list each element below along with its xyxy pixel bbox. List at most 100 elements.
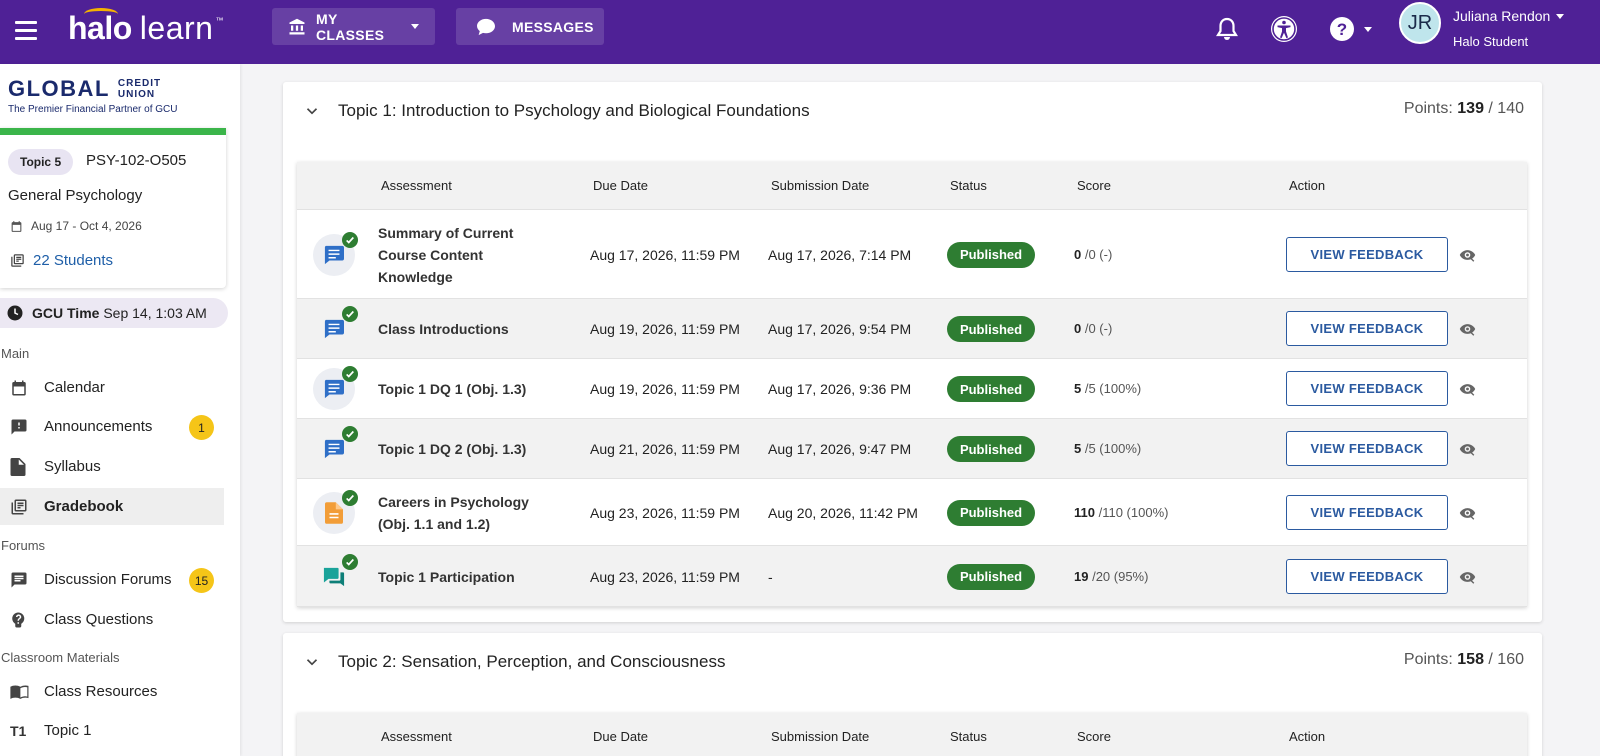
score-detail: /0 (-) (1081, 246, 1113, 262)
sidebar-item-syllabus[interactable]: Syllabus (0, 448, 224, 485)
chevron-down-icon[interactable] (1556, 14, 1564, 19)
announcement-icon (10, 418, 44, 436)
points-earned: 139 (1457, 100, 1484, 117)
assessment-name[interactable]: Summary of Current Course Content Knowle… (378, 224, 514, 285)
sidebar-item-class-resources[interactable]: Class Resources (0, 673, 224, 710)
score-earned: 19 (1074, 568, 1089, 584)
logo-swoosh (84, 8, 118, 20)
sidebar: GLOBAL CREDIT UNION The Premier Financia… (0, 64, 240, 756)
sidebar-item-discussion-forums[interactable]: Discussion Forums 15 (0, 561, 224, 598)
sidebar-item-label: Gradebook (44, 498, 124, 515)
topic-2-table: Assessment Due Date Submission Date Stat… (297, 713, 1527, 756)
user-role: Halo Student (1453, 34, 1529, 49)
chevron-down-icon (1364, 26, 1372, 32)
view-feedback-button[interactable]: VIEW FEEDBACK (1286, 431, 1448, 466)
sidebar-item-topic-1[interactable]: T1 Topic 1 (0, 712, 224, 749)
halo-learn-logo[interactable]: halo learn ™ (68, 8, 223, 46)
sidebar-item-class-questions[interactable]: Class Questions (0, 601, 224, 638)
view-feedback-button[interactable]: VIEW FEEDBACK (1286, 371, 1448, 406)
gradebook-icon (10, 498, 44, 516)
assessment-name[interactable]: Careers in Psychology (Obj. 1.1 and 1.2) (378, 493, 529, 532)
sidebar-item-label: Class Questions (44, 611, 154, 628)
topic-2-points: Points: 158 / 160 (1404, 651, 1524, 669)
topic-2-panel: Topic 2: Sensation, Perception, and Cons… (283, 633, 1542, 756)
sidebar-item-announcements[interactable]: Announcements 1 (0, 408, 224, 445)
chat-icon (313, 306, 358, 350)
col-score: Score (1077, 178, 1111, 193)
avatar[interactable]: JR (1399, 2, 1441, 44)
sponsor-tagline: The Premier Financial Partner of GCU (8, 104, 178, 115)
view-feedback-button[interactable]: VIEW FEEDBACK (1286, 558, 1448, 594)
accessibility-icon[interactable] (1269, 14, 1299, 44)
course-code: PSY-102-O505 (86, 152, 187, 169)
preview-eye-icon[interactable] (1459, 322, 1476, 341)
view-feedback-button[interactable]: VIEW FEEDBACK (1286, 236, 1448, 272)
students-link[interactable]: 22 Students (10, 252, 113, 269)
topic-2-title: Topic 2: Sensation, Perception, and Cons… (338, 652, 726, 671)
my-classes-button[interactable]: MY CLASSES (272, 8, 435, 45)
chat-icon (313, 231, 358, 276)
user-name[interactable]: Juliana Rendon (1453, 8, 1551, 24)
view-feedback-button[interactable]: VIEW FEEDBACK (1286, 311, 1448, 346)
sidebar-item-label: Calendar (44, 379, 105, 396)
assessment-name[interactable]: Class Introductions (378, 321, 509, 337)
course-name: General Psychology (8, 187, 143, 204)
score-detail: /110 (100%) (1094, 504, 1169, 520)
score: 19 /20 (95%) (1074, 569, 1148, 584)
status-badge: Published (947, 499, 1035, 526)
course-card: Topic 5 PSY-102-O505 General Psychology … (0, 128, 226, 288)
topic-1-header[interactable]: Topic 1: Introduction to Psychology and … (283, 82, 1542, 142)
score: 5 /5 (100%) (1074, 441, 1141, 456)
participation-icon (313, 553, 358, 598)
sidebar-item-calendar[interactable]: Calendar (0, 369, 224, 406)
sidebar-item-label: Syllabus (44, 458, 101, 475)
preview-eye-icon[interactable] (1459, 248, 1476, 267)
status-badge: Published (947, 241, 1035, 268)
col-due-date: Due Date (593, 729, 648, 744)
chat-icon (313, 366, 358, 410)
status-badge: Published (947, 316, 1035, 342)
chevron-down-icon[interactable] (303, 102, 321, 120)
topic-1-panel: Topic 1: Introduction to Psychology and … (283, 82, 1542, 622)
gcu-time-label: GCU Time (32, 305, 100, 321)
sidebar-item-label: Class Resources (44, 683, 158, 700)
points-total: / 160 (1483, 651, 1524, 668)
topic-chip[interactable]: Topic 5 (8, 149, 74, 175)
assessment-name[interactable]: Topic 1 Participation (378, 568, 515, 585)
section-classroom-materials: Classroom Materials (1, 650, 120, 665)
col-submission-date: Submission Date (771, 729, 870, 744)
preview-eye-icon[interactable] (1459, 442, 1476, 461)
col-status: Status (950, 729, 987, 744)
col-assessment: Assessment (381, 178, 452, 193)
submission-date: - (768, 568, 773, 585)
course-dates: Aug 17 - Oct 4, 2026 (10, 219, 142, 233)
menu-icon[interactable] (8, 12, 44, 48)
topic-2-header[interactable]: Topic 2: Sensation, Perception, and Cons… (283, 633, 1542, 693)
gcu-time-value: Sep 14, 1:03 AM (103, 305, 207, 321)
preview-eye-icon[interactable] (1459, 570, 1476, 589)
assessment-name[interactable]: Topic 1 DQ 1 (Obj. 1.3) (378, 381, 527, 397)
table-row: Class Introductions Aug 19, 2026, 11:59 P… (297, 299, 1527, 359)
view-feedback-button[interactable]: VIEW FEEDBACK (1286, 494, 1448, 530)
sponsor-logo[interactable]: GLOBAL CREDIT UNION The Premier Financia… (8, 76, 224, 115)
preview-eye-icon[interactable] (1459, 506, 1476, 525)
svg-text:?: ? (1337, 20, 1347, 39)
clock-icon (7, 305, 23, 321)
table-row: Summary of Current Course Content Knowle… (297, 210, 1527, 299)
messages-button[interactable]: MESSAGES (456, 8, 604, 45)
score-detail: /5 (100%) (1081, 441, 1142, 456)
assessment-name[interactable]: Topic 1 DQ 2 (Obj. 1.3) (378, 441, 527, 457)
topic-1-table: Assessment Due Date Submission Date Stat… (297, 162, 1527, 607)
col-action: Action (1289, 178, 1326, 193)
chevron-down-icon[interactable] (303, 653, 321, 671)
sidebar-item-gradebook[interactable]: Gradebook (0, 488, 224, 525)
preview-eye-icon[interactable] (1459, 382, 1476, 401)
bell-icon[interactable] (1212, 14, 1242, 44)
top-bar: halo learn ™ MY CLASSES MESSAGES ? JR Ju… (0, 0, 1600, 64)
table-row: Topic 1 DQ 2 (Obj. 1.3) Aug 21, 2026, 11:… (297, 419, 1527, 479)
due-date: Aug 19, 2026, 11:59 PM (590, 321, 740, 337)
institution-icon (288, 18, 306, 36)
help-menu[interactable]: ? (1328, 14, 1376, 44)
submission-date: Aug 17, 2026, 9:36 PM (768, 381, 912, 397)
score-detail: /5 (100%) (1081, 381, 1142, 396)
